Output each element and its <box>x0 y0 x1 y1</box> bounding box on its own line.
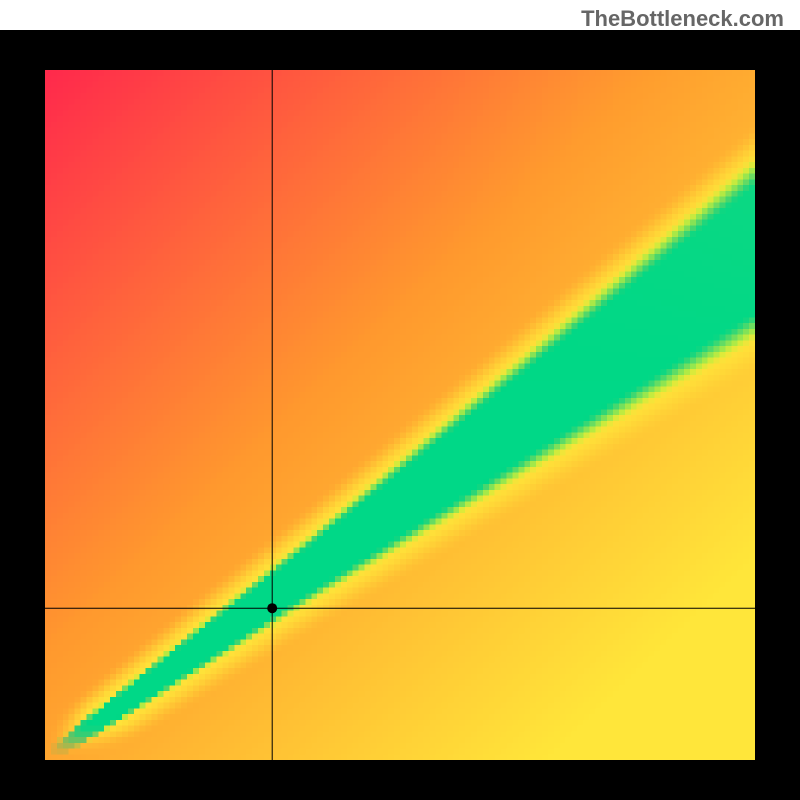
watermark-text: TheBottleneck.com <box>581 6 784 32</box>
bottleneck-heatmap <box>45 70 755 760</box>
chart-container: TheBottleneck.com <box>0 0 800 800</box>
